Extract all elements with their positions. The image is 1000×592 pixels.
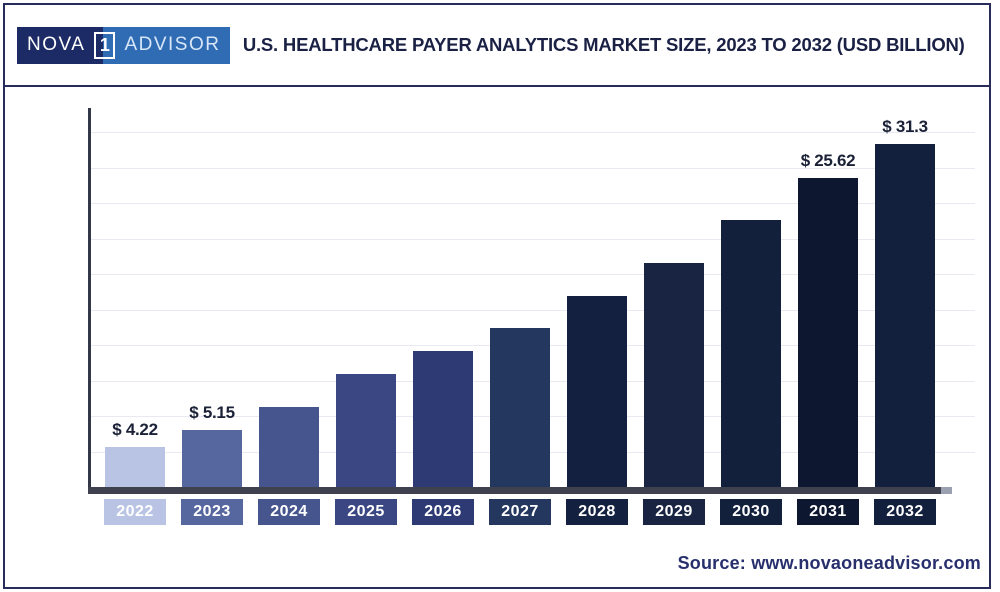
logo-one-icon: 1: [91, 26, 119, 64]
year-label-2023: 2023: [181, 499, 243, 525]
gridline: [90, 132, 975, 133]
outer-frame: NOVA 1 ADVISOR U.S. HEALTHCARE PAYER ANA…: [3, 3, 991, 589]
title-wrap: U.S. HEALTHCARE PAYER ANALYTICS MARKET S…: [230, 34, 977, 56]
bar-column-2031: $ 25.62: [798, 151, 858, 487]
year-label-2028: 2028: [566, 499, 628, 525]
y-axis-line: [88, 108, 91, 488]
bar-2022: [105, 447, 165, 487]
logo-text-advisor: ADVISOR: [118, 26, 231, 64]
source-text: Source: www.novaoneadvisor.com: [677, 553, 981, 573]
year-label-2031: 2031: [797, 499, 859, 525]
header: NOVA 1 ADVISOR U.S. HEALTHCARE PAYER ANA…: [5, 5, 989, 87]
bar-value-label-2023: $ 5.15: [189, 403, 235, 422]
bar-column-2027: [490, 328, 550, 487]
chart-area: $ 4.22 $ 5.15 $ 25.62 $ 31.3 2022 2023 2024 20…: [5, 87, 989, 587]
year-label-2026: 2026: [412, 499, 474, 525]
bar-column-2024: [259, 407, 319, 487]
bar-value-label-2032: $ 31.3: [882, 117, 928, 136]
year-label-2025: 2025: [335, 499, 397, 525]
bar-column-2028: [567, 296, 627, 487]
logo-text-nova: NOVA: [17, 26, 92, 64]
year-label-2032: 2032: [874, 499, 936, 525]
logo-one-digit: 1: [94, 31, 116, 59]
x-axis-line: [88, 487, 941, 494]
bar-2029: [644, 263, 704, 487]
year-label-2027: 2027: [489, 499, 551, 525]
bar-2025: [336, 374, 396, 487]
year-label-2030: 2030: [720, 499, 782, 525]
bar-2026: [413, 351, 473, 487]
year-label-2022: 2022: [104, 499, 166, 525]
bar-column-2030: [721, 220, 781, 487]
year-label-2029: 2029: [643, 499, 705, 525]
bar-value-label-2022: $ 4.22: [112, 420, 158, 439]
gridline: [90, 274, 975, 275]
bar-2023: [182, 430, 242, 487]
bar-column-2023: $ 5.15: [182, 403, 242, 487]
chart-title: U.S. HEALTHCARE PAYER ANALYTICS MARKET S…: [242, 34, 965, 55]
year-label-2024: 2024: [258, 499, 320, 525]
gridline: [90, 167, 975, 169]
bar-2031: [798, 178, 858, 487]
bar-2032: [875, 144, 935, 487]
gridline: [90, 309, 975, 311]
bar-value-label-2031: $ 25.62: [800, 151, 856, 170]
bar-column-2025: [336, 374, 396, 487]
x-axis-end-cap: [941, 487, 952, 494]
bar-series: $ 4.22 $ 5.15 $ 25.62 $ 31.3: [91, 108, 951, 487]
bar-2024: [259, 407, 319, 487]
bar-column-2022: $ 4.22: [105, 420, 165, 487]
bar-2028: [567, 296, 627, 487]
bar-column-2032: $ 31.3: [875, 117, 935, 487]
bar-column-2026: [413, 351, 473, 487]
nova-one-advisor-logo: NOVA 1 ADVISOR: [17, 26, 231, 64]
bar-2027: [490, 328, 550, 487]
bar-column-2029: [644, 263, 704, 487]
gridline: [90, 238, 975, 240]
gridline: [90, 203, 975, 204]
bar-2030: [721, 220, 781, 487]
x-axis-year-labels: 2022 2023 2024 2025 2026 2027 2028 2029 2030 2031…: [91, 499, 951, 525]
